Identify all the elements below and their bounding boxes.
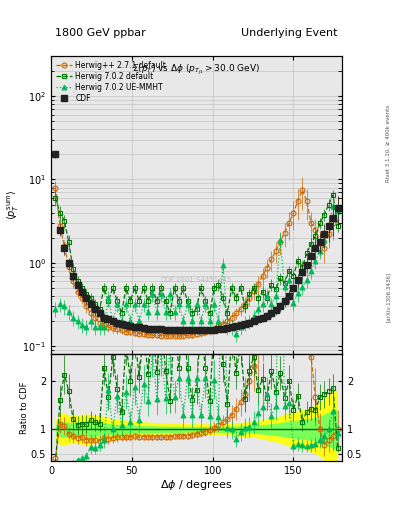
CDF — [203, 327, 208, 333]
CDF — [300, 269, 305, 275]
Herwig++ 2.7.1 default — [176, 333, 181, 339]
Text: Rivet 3.1.10, ≥ 400k events: Rivet 3.1.10, ≥ 400k events — [386, 105, 391, 182]
Herwig 7.0.2 UE-MMHT — [119, 318, 124, 324]
X-axis label: $\Delta\phi$ / degrees: $\Delta\phi$ / degrees — [160, 478, 233, 493]
Herwig 7.0.2 default — [331, 192, 335, 198]
Herwig 7.0.2 default — [176, 298, 181, 304]
Y-axis label: Ratio to CDF: Ratio to CDF — [20, 381, 29, 434]
Herwig 7.0.2 UE-MMHT — [172, 309, 177, 315]
Text: CDF:2001:S4451445: CDF:2001:S4451445 — [161, 277, 232, 283]
Herwig++ 2.7.1 default — [335, 205, 340, 211]
Herwig 7.0.2 default — [335, 223, 340, 229]
Herwig 7.0.2 UE-MMHT — [331, 203, 335, 209]
Herwig++ 2.7.1 default — [326, 231, 331, 238]
Herwig 7.0.2 UE-MMHT — [137, 318, 141, 324]
Herwig++ 2.7.1 default — [163, 333, 168, 339]
Line: CDF: CDF — [52, 151, 341, 333]
Herwig 7.0.2 UE-MMHT — [335, 208, 340, 214]
Line: Herwig++ 2.7.1 default: Herwig++ 2.7.1 default — [53, 185, 340, 338]
Text: [arXiv:1306.3436]: [arXiv:1306.3436] — [386, 272, 391, 322]
CDF — [326, 223, 331, 229]
Herwig 7.0.2 default — [124, 285, 129, 291]
Herwig 7.0.2 UE-MMHT — [300, 284, 305, 290]
Text: $\Sigma(p_T)$ vs $\Delta\phi$ $(p_{T_{j1}} > 30.0$ GeV): $\Sigma(p_T)$ vs $\Delta\phi$ $(p_{T_{j1… — [132, 62, 261, 77]
Herwig 7.0.2 default — [141, 285, 146, 291]
Herwig++ 2.7.1 default — [119, 327, 124, 333]
Herwig 7.0.2 default — [119, 310, 124, 316]
Herwig++ 2.7.1 default — [137, 331, 141, 337]
CDF — [335, 205, 340, 211]
CDF — [137, 325, 141, 331]
Herwig++ 2.7.1 default — [203, 329, 208, 335]
CDF — [172, 327, 177, 333]
Text: Underlying Event: Underlying Event — [241, 28, 338, 38]
Herwig 7.0.2 default — [300, 264, 305, 270]
CDF — [53, 152, 58, 158]
Herwig 7.0.2 default — [322, 211, 327, 218]
Text: 1800 GeV ppbar: 1800 GeV ppbar — [55, 28, 146, 38]
Herwig 7.0.2 UE-MMHT — [322, 237, 327, 243]
Herwig 7.0.2 default — [203, 298, 208, 304]
Line: Herwig 7.0.2 default: Herwig 7.0.2 default — [53, 193, 340, 315]
CDF — [119, 321, 124, 327]
Herwig++ 2.7.1 default — [300, 187, 305, 193]
Legend: Herwig++ 2.7.1 default, Herwig 7.0.2 default, Herwig 7.0.2 UE-MMHT, CDF: Herwig++ 2.7.1 default, Herwig 7.0.2 def… — [54, 59, 168, 104]
Herwig 7.0.2 UE-MMHT — [198, 318, 203, 324]
Herwig 7.0.2 UE-MMHT — [234, 331, 239, 337]
Line: Herwig 7.0.2 UE-MMHT: Herwig 7.0.2 UE-MMHT — [53, 204, 340, 336]
CDF — [176, 327, 181, 333]
Herwig 7.0.2 UE-MMHT — [53, 306, 58, 312]
Herwig++ 2.7.1 default — [53, 184, 58, 190]
Y-axis label: $\langle p_T^{\rm sum}\rangle$: $\langle p_T^{\rm sum}\rangle$ — [6, 190, 21, 221]
Herwig 7.0.2 default — [53, 195, 58, 201]
